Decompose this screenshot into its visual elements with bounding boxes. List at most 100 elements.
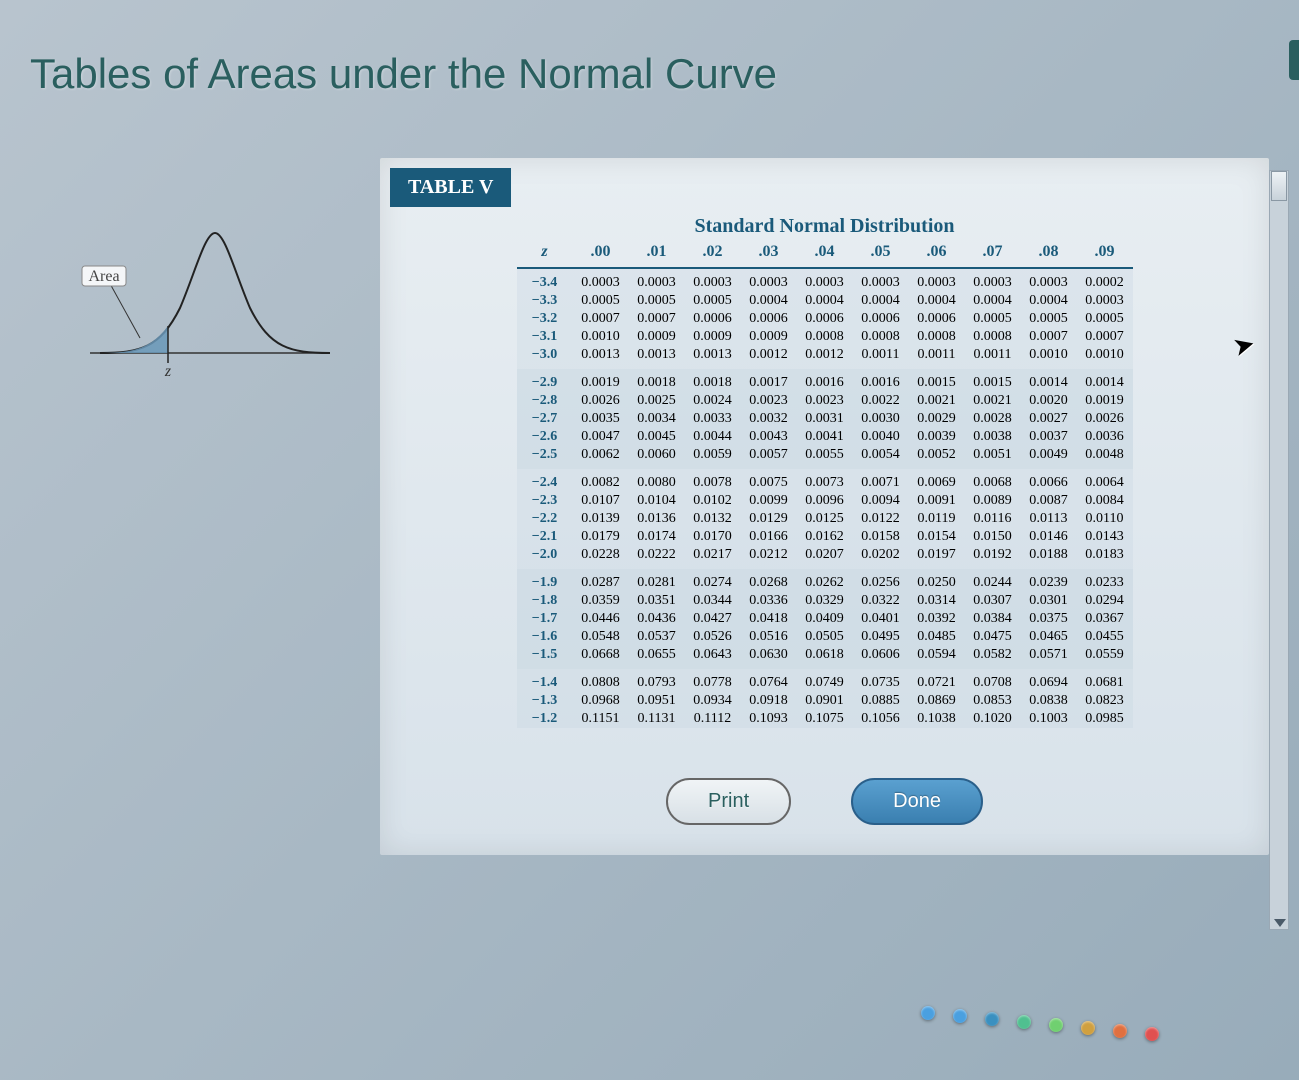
value-cell: 0.0239 — [1021, 569, 1077, 592]
value-cell: 0.0021 — [965, 392, 1021, 410]
table-row: −1.50.06680.06550.06430.06300.06180.0606… — [517, 646, 1133, 669]
normal-distribution-table: z.00.01.02.03.04.05.06.07.08.09 −3.40.00… — [517, 242, 1133, 728]
z-cell: −1.4 — [517, 669, 573, 692]
value-cell: 0.0018 — [629, 369, 685, 392]
value-cell: 0.0244 — [965, 569, 1021, 592]
z-cell: −1.9 — [517, 569, 573, 592]
value-cell: 0.0301 — [1021, 592, 1077, 610]
value-cell: 0.0006 — [909, 310, 965, 328]
value-cell: 0.0073 — [797, 469, 853, 492]
value-cell: 0.0018 — [685, 369, 741, 392]
value-cell: 0.0197 — [909, 546, 965, 569]
print-button[interactable]: Print — [666, 778, 791, 825]
value-cell: 0.0066 — [1021, 469, 1077, 492]
value-cell: 0.0089 — [965, 492, 1021, 510]
value-cell: 0.1056 — [853, 710, 909, 728]
value-cell: 0.0951 — [629, 692, 685, 710]
value-cell: 0.0002 — [1077, 268, 1133, 292]
value-cell: 0.0082 — [573, 469, 629, 492]
value-cell: 0.0006 — [853, 310, 909, 328]
value-cell: 0.0122 — [853, 510, 909, 528]
z-cell: −2.9 — [517, 369, 573, 392]
value-cell: 0.0721 — [909, 669, 965, 692]
value-cell: 0.0113 — [1021, 510, 1077, 528]
value-cell: 0.0052 — [909, 446, 965, 469]
value-cell: 0.0918 — [741, 692, 797, 710]
value-cell: 0.0071 — [853, 469, 909, 492]
value-cell: 0.0150 — [965, 528, 1021, 546]
value-cell: 0.0062 — [573, 446, 629, 469]
value-cell: 0.0007 — [1021, 328, 1077, 346]
value-cell: 0.0681 — [1077, 669, 1133, 692]
pager-dot[interactable] — [953, 1009, 967, 1023]
value-cell: 0.0838 — [1021, 692, 1077, 710]
z-cell: −1.8 — [517, 592, 573, 610]
value-cell: 0.0055 — [797, 446, 853, 469]
done-button[interactable]: Done — [851, 778, 983, 825]
value-cell: 0.0934 — [685, 692, 741, 710]
value-cell: 0.0003 — [797, 268, 853, 292]
table-row: −2.00.02280.02220.02170.02120.02070.0202… — [517, 546, 1133, 569]
value-cell: 0.0022 — [853, 392, 909, 410]
value-cell: 0.0174 — [629, 528, 685, 546]
value-cell: 0.0132 — [685, 510, 741, 528]
value-cell: 0.0778 — [685, 669, 741, 692]
value-cell: 0.0968 — [573, 692, 629, 710]
value-cell: 0.0102 — [685, 492, 741, 510]
value-cell: 0.1131 — [629, 710, 685, 728]
value-cell: 0.0057 — [741, 446, 797, 469]
value-cell: 0.0012 — [797, 346, 853, 369]
value-cell: 0.0003 — [1077, 292, 1133, 310]
pager-dot[interactable] — [1081, 1021, 1095, 1035]
value-cell: 0.0110 — [1077, 510, 1133, 528]
svg-text:z: z — [164, 363, 172, 378]
value-cell: 0.0004 — [797, 292, 853, 310]
value-cell: 0.0087 — [1021, 492, 1077, 510]
scroll-thumb[interactable] — [1271, 171, 1287, 201]
value-cell: 0.0202 — [853, 546, 909, 569]
value-cell: 0.0485 — [909, 628, 965, 646]
value-cell: 0.0045 — [629, 428, 685, 446]
value-cell: 0.0188 — [1021, 546, 1077, 569]
z-cell: −2.7 — [517, 410, 573, 428]
pager-dot[interactable] — [1017, 1015, 1031, 1029]
value-cell: 0.0048 — [1077, 446, 1133, 469]
vertical-scrollbar[interactable] — [1269, 170, 1289, 930]
value-cell: 0.0793 — [629, 669, 685, 692]
value-cell: 0.0212 — [741, 546, 797, 569]
pager-dot[interactable] — [921, 1006, 935, 1020]
value-cell: 0.0003 — [965, 268, 1021, 292]
value-cell: 0.0010 — [1021, 346, 1077, 369]
value-cell: 0.0044 — [685, 428, 741, 446]
value-cell: 0.0436 — [629, 610, 685, 628]
pager-dot[interactable] — [1113, 1024, 1127, 1038]
table-row: −1.90.02870.02810.02740.02680.02620.0256… — [517, 569, 1133, 592]
value-cell: 0.0119 — [909, 510, 965, 528]
col-header: .00 — [573, 242, 629, 268]
pager-dot[interactable] — [1145, 1027, 1159, 1041]
value-cell: 0.0003 — [1021, 268, 1077, 292]
value-cell: 0.0080 — [629, 469, 685, 492]
value-cell: 0.0154 — [909, 528, 965, 546]
table-subtitle: Standard Normal Distribution — [380, 215, 1269, 238]
value-cell: 0.0049 — [1021, 446, 1077, 469]
value-cell: 0.0009 — [629, 328, 685, 346]
z-cell: −1.3 — [517, 692, 573, 710]
table-badge: TABLE V — [390, 168, 511, 207]
value-cell: 0.0010 — [573, 328, 629, 346]
pager-dot[interactable] — [1049, 1018, 1063, 1032]
z-cell: −3.3 — [517, 292, 573, 310]
table-row: −1.40.08080.07930.07780.07640.07490.0735… — [517, 669, 1133, 692]
scroll-down-icon[interactable] — [1274, 919, 1286, 927]
z-cell: −2.3 — [517, 492, 573, 510]
value-cell: 0.0571 — [1021, 646, 1077, 669]
value-cell: 0.0985 — [1077, 710, 1133, 728]
value-cell: 0.0008 — [909, 328, 965, 346]
value-cell: 0.0023 — [797, 392, 853, 410]
value-cell: 0.0505 — [797, 628, 853, 646]
table-row: −2.70.00350.00340.00330.00320.00310.0030… — [517, 410, 1133, 428]
value-cell: 0.0418 — [741, 610, 797, 628]
value-cell: 0.0016 — [853, 369, 909, 392]
value-cell: 0.0023 — [741, 392, 797, 410]
pager-dot[interactable] — [985, 1012, 999, 1026]
